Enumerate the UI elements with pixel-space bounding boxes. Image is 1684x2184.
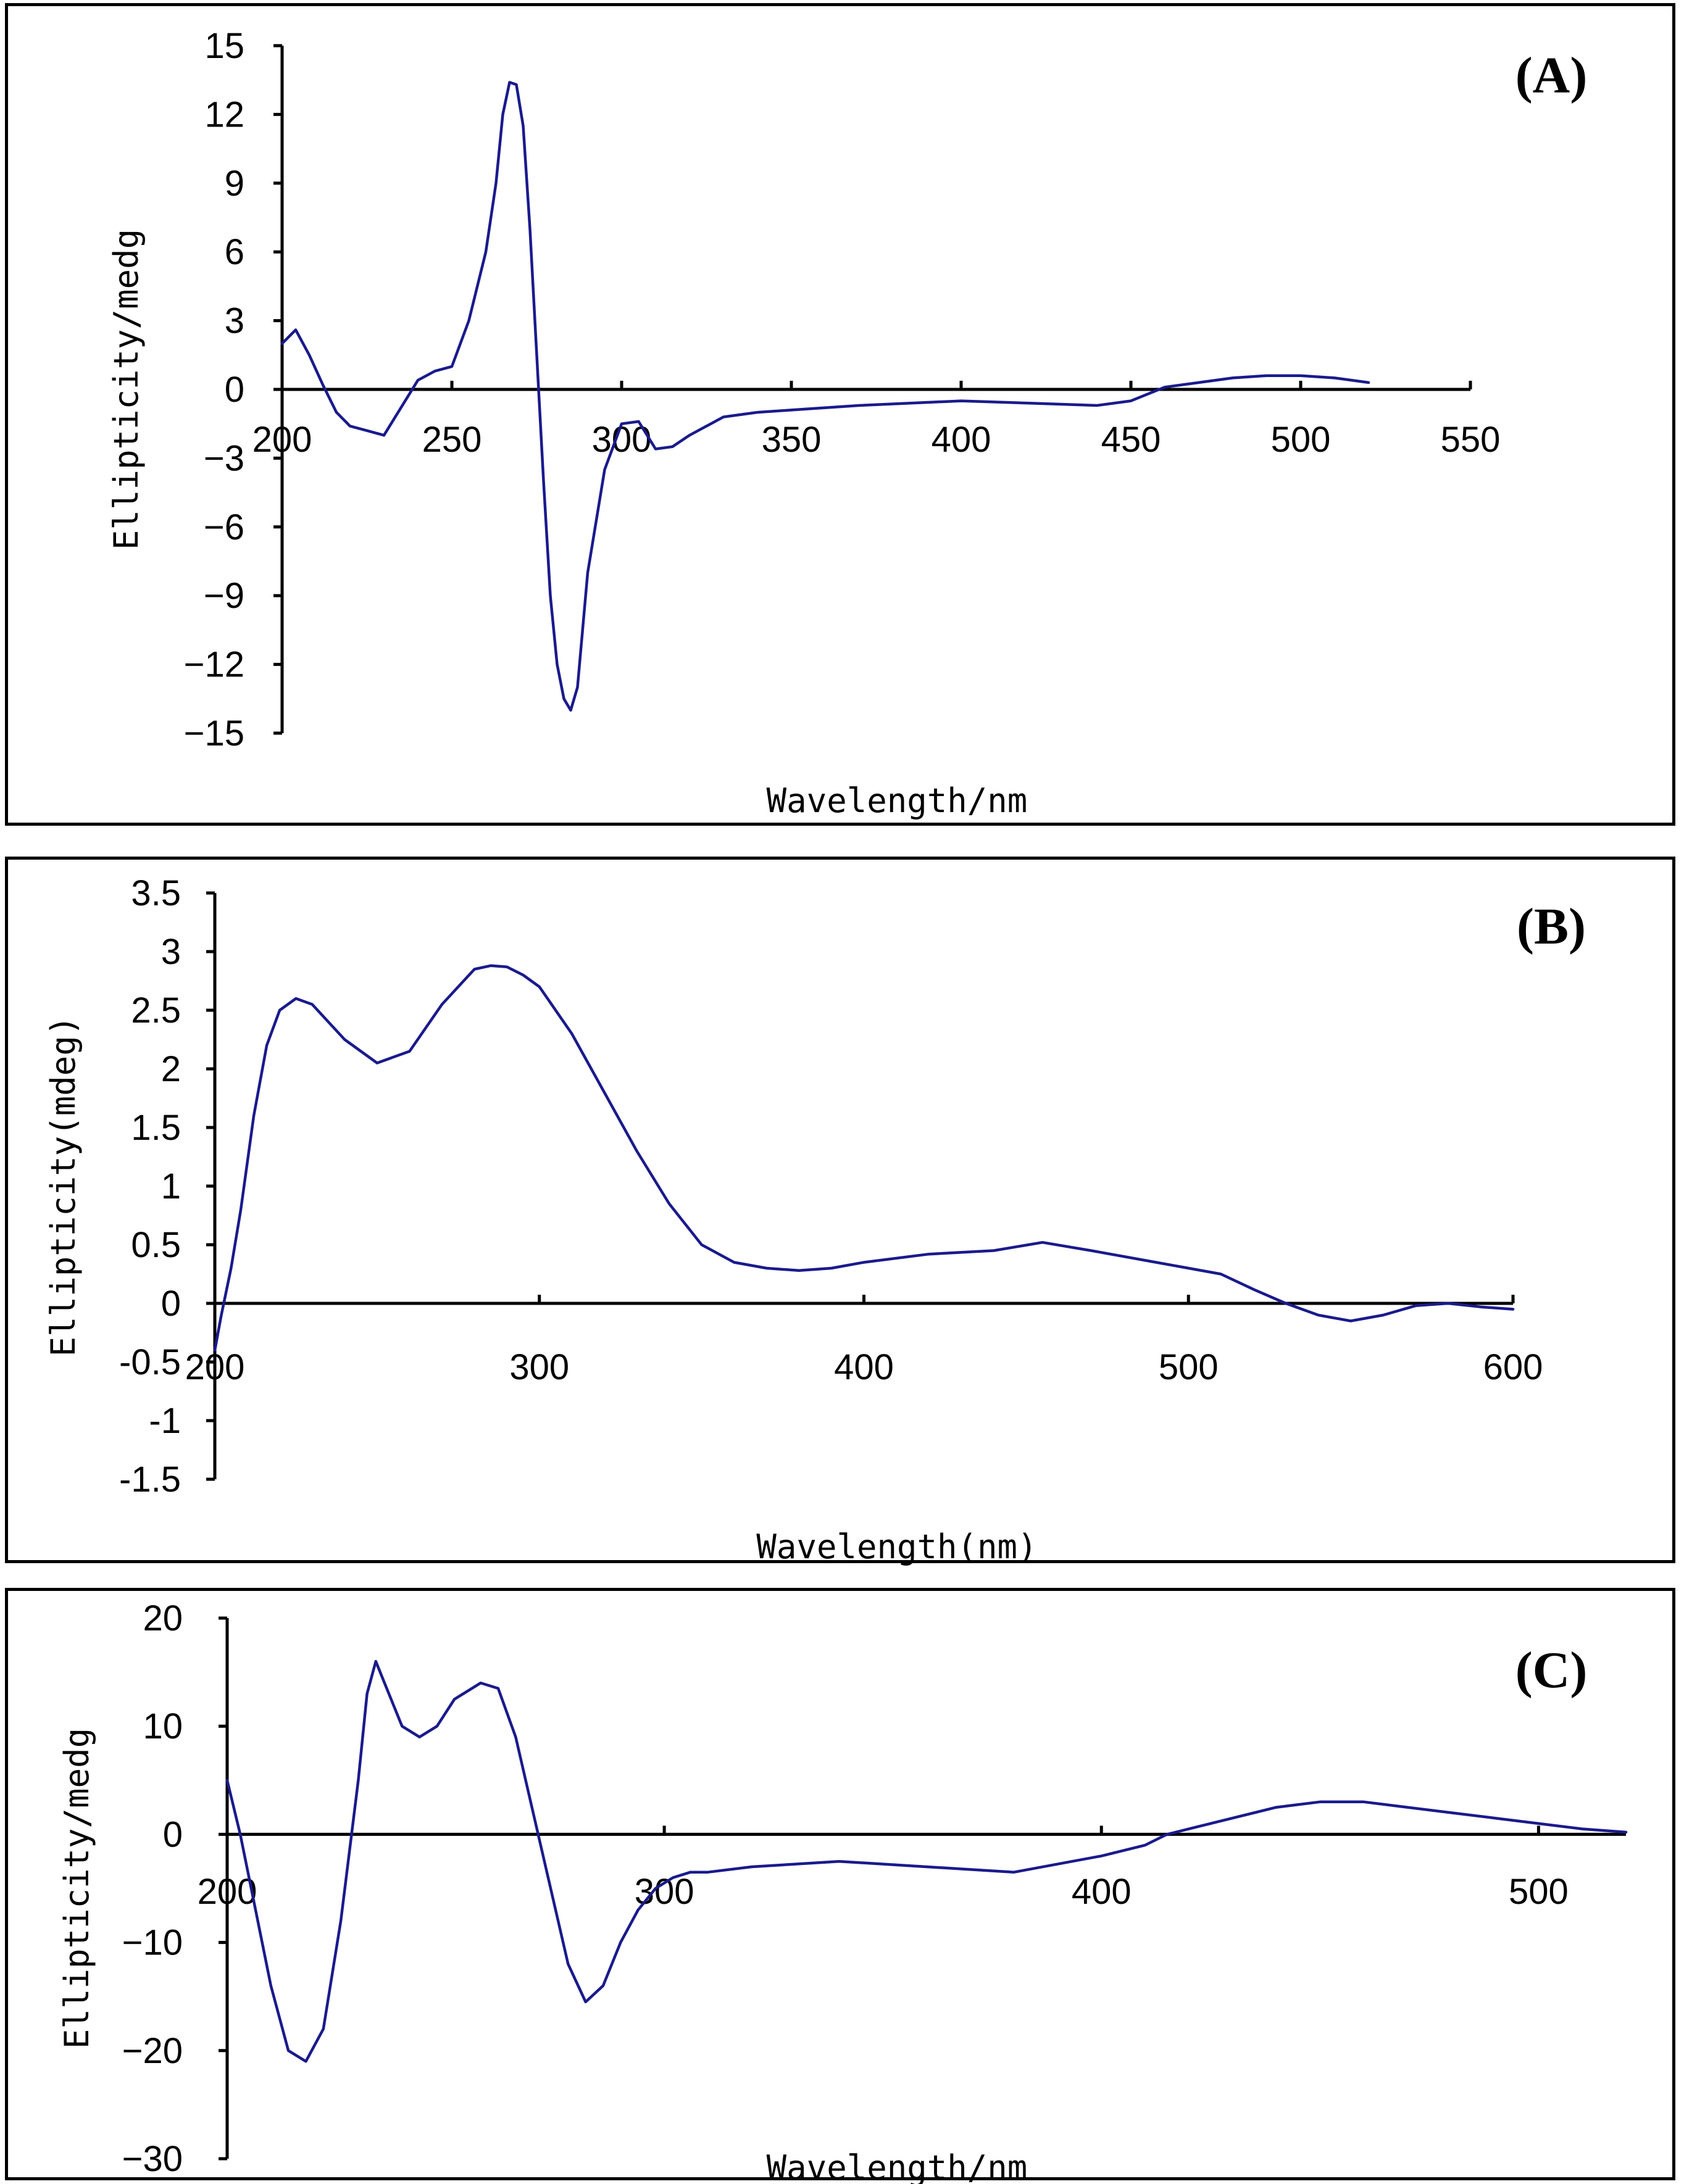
x-tick-label: 600 — [1483, 1347, 1543, 1387]
x-tick-label: 550 — [1441, 420, 1501, 460]
y-axis-title: Ellipticity(mdeg) — [44, 1016, 83, 1357]
x-axis-title: Wavelength/nm — [767, 2148, 1028, 2184]
x-tick-label: 200 — [185, 1347, 245, 1387]
panel-label: (A) — [1515, 47, 1588, 104]
y-tick-label: 0 — [163, 1814, 183, 1854]
x-tick-label: 200 — [252, 420, 312, 460]
x-tick-label: 500 — [1509, 1872, 1569, 1912]
y-tick-label: 10 — [143, 1706, 183, 1746]
y-tick-label: −9 — [204, 576, 244, 616]
y-tick-label: -1 — [149, 1401, 181, 1441]
y-tick-label: 12 — [204, 94, 244, 135]
x-tick-label: 500 — [1271, 420, 1331, 460]
panel-label: (C) — [1515, 1642, 1588, 1699]
series-line — [213, 964, 1515, 1352]
series-line — [225, 1659, 1628, 2063]
x-tick-label: 250 — [422, 420, 482, 460]
y-tick-label: 3 — [161, 932, 181, 972]
y-tick-label: −6 — [204, 507, 244, 547]
y-tick-label: -1.5 — [119, 1459, 181, 1500]
y-tick-label: −12 — [184, 645, 244, 685]
y-tick-label: 1 — [161, 1166, 181, 1206]
x-tick-label: 450 — [1101, 420, 1161, 460]
y-tick-label: −15 — [184, 713, 244, 754]
y-tick-label: 0.5 — [131, 1225, 181, 1265]
y-tick-label: 6 — [225, 232, 244, 272]
panel-b: 3.5 3 2.5 2 1.5 1 0.5 0 -0.5 -1 -1.5 200 300 400 500 60… — [5, 857, 1675, 1566]
y-axis-title: Ellipticity/medg — [57, 1728, 96, 2049]
y-tick-label: 1.5 — [131, 1108, 181, 1148]
y-tick-label: 0 — [161, 1284, 181, 1324]
y-tick-label: −10 — [122, 1923, 183, 1963]
x-tick-label: 500 — [1159, 1347, 1219, 1387]
y-tick-label: -0.5 — [119, 1342, 181, 1382]
y-tick-label: 0 — [225, 370, 244, 410]
y-tick-label: −3 — [204, 438, 244, 478]
x-tick-label: 400 — [932, 420, 991, 460]
x-tick-label: 400 — [1072, 1872, 1132, 1912]
y-tick-label: −30 — [122, 2139, 183, 2179]
series-line — [280, 81, 1370, 712]
y-tick-label: 2 — [161, 1049, 181, 1089]
y-tick-label: 2.5 — [131, 990, 181, 1031]
chart-b: 3.5 3 2.5 2 1.5 1 0.5 0 -0.5 -1 -1.5 200 300 400 500 60… — [44, 873, 1586, 1566]
x-tick-label: 300 — [635, 1872, 694, 1912]
x-tick-label: 300 — [509, 1347, 569, 1387]
y-axis-title: Ellipticity/medg — [107, 229, 146, 550]
x-axis-title: Wavelength(nm) — [756, 1527, 1037, 1566]
y-tick-label: −20 — [122, 2031, 183, 2071]
panel-c: 20 10 0 −10 −20 −30 200 300 400 500 Wavelength/nm E… — [5, 1588, 1675, 2184]
y-tick-label: 3 — [225, 301, 244, 341]
y-tick-label: 15 — [204, 26, 244, 66]
y-tick-label: 9 — [225, 164, 244, 204]
y-tick-label: 20 — [143, 1598, 183, 1638]
x-axis-title: Wavelength/nm — [767, 781, 1028, 820]
panel-a: 15 12 9 6 3 0 −3 −6 −9 −12 −15 200 250 300 350 400 450 50… — [5, 3, 1675, 826]
chart-c: 20 10 0 −10 −20 −30 200 300 400 500 Wavelength/nm E… — [57, 1598, 1628, 2184]
x-tick-label: 200 — [198, 1872, 257, 1912]
x-tick-label: 400 — [834, 1347, 894, 1387]
x-tick-label: 350 — [762, 420, 822, 460]
y-tick-label: 3.5 — [131, 873, 181, 913]
panel-label: (B) — [1517, 898, 1586, 955]
